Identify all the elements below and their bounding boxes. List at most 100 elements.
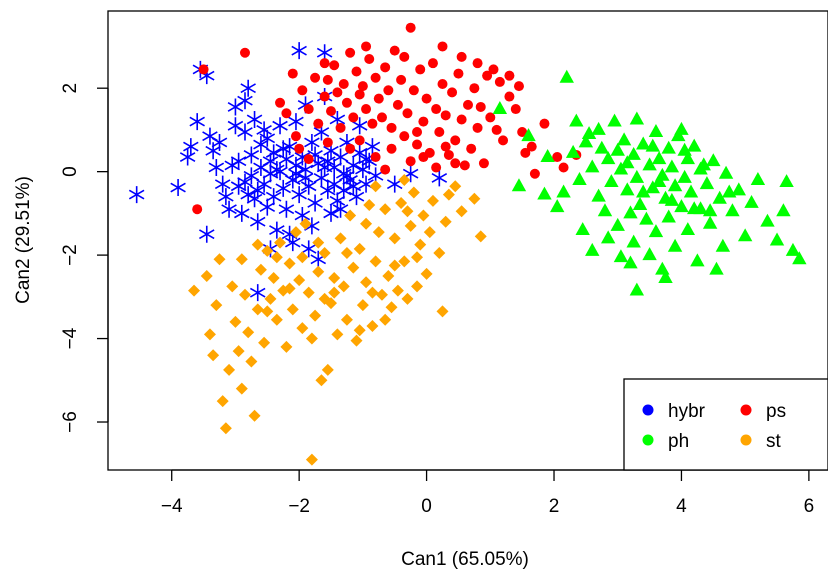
data-point-ps [482,70,493,81]
data-point-ps [472,58,483,69]
data-point-hybr [240,79,256,97]
data-point-ps [399,131,410,142]
data-point-ps [498,135,509,146]
data-point-hybr [249,284,266,302]
data-point-hybr [237,173,253,191]
data-point-ph [722,184,737,198]
data-point-hybr [237,92,253,110]
data-point-hybr [297,169,314,187]
data-point-st [347,261,360,274]
data-point-st [388,259,401,272]
data-point-ps [313,118,324,129]
data-point-ps [440,110,451,121]
data-point-hybr [313,169,330,187]
data-point-ps [504,70,515,81]
data-point-st [328,286,341,299]
data-point-ph [642,247,657,261]
data-point-ps [529,168,540,179]
data-point-hybr [249,181,266,199]
data-point-st [411,280,424,293]
x-axis-title: Can1 (65.05%) [401,549,529,570]
data-point-st [203,328,216,341]
data-point-st [449,180,462,193]
data-point-hybr [170,179,186,197]
series-hybr [128,42,448,302]
data-point-ph [569,113,584,127]
data-point-hybr [269,221,285,239]
data-point-st [267,272,280,285]
data-point-ph [667,178,683,192]
data-point-ph [779,174,794,188]
data-point-ps [456,51,467,62]
data-point-ph [616,132,632,146]
data-point-ph [626,234,641,248]
data-point-ps [491,124,502,135]
data-point-st [401,292,414,305]
data-point-st [264,292,277,305]
data-point-ps [341,97,352,108]
data-point-ps [338,79,349,90]
data-point-st [305,332,318,345]
data-point-ps [335,122,346,133]
data-point-st [248,409,261,422]
data-point-ps [386,143,397,154]
data-point-hybr [291,42,307,60]
data-point-ph [600,230,616,244]
data-point-st [229,315,242,328]
data-point-ph [559,69,574,83]
data-point-ph [537,186,552,200]
legend-label-ps: ps [766,401,786,422]
data-point-hybr [364,138,381,156]
legend-box [623,378,828,471]
data-point-ps [297,85,308,96]
data-point-st [439,215,452,228]
data-point-ps [348,112,359,123]
data-point-ph [674,199,689,213]
data-point-hybr [351,117,368,135]
y-tick-label: 0 [60,166,81,177]
data-point-st [423,226,436,239]
data-point-ph [725,203,740,217]
data-point-st [372,226,385,239]
data-point-ps [450,135,461,146]
data-point-ps [415,64,426,75]
x-tick-label: 4 [676,496,687,517]
data-point-ps [463,99,473,110]
data-point-st [296,251,309,264]
data-point-ph [737,228,753,242]
data-point-ps [440,141,451,152]
data-point-st [302,286,315,299]
data-point-st [305,453,318,466]
data-point-ph [626,146,641,160]
data-point-ph [642,157,657,171]
data-point-st [293,274,306,287]
data-point-ps [437,79,448,90]
data-point-ph [706,153,721,167]
y-tick-label: −4 [60,327,81,349]
data-point-st [200,269,213,282]
data-point-ps [319,58,330,69]
data-point-ps [469,83,480,94]
data-point-hybr [189,113,205,131]
data-point-st [353,324,366,337]
data-point-st [401,205,414,218]
data-point-ps [303,154,314,165]
data-point-ps [421,93,432,104]
data-point-hybr [278,200,295,218]
data-point-ps [351,66,362,77]
data-point-ps [294,143,305,154]
data-point-hybr [272,117,288,135]
data-point-st [344,209,357,222]
data-point-ps [517,127,528,138]
data-point-st [360,217,373,230]
data-point-ph [607,113,622,127]
legend: hybr ps ph st [623,378,828,471]
data-point-st [436,305,449,318]
data-point-st [261,305,274,318]
x-tick-label: −4 [161,496,183,517]
data-point-st [312,236,325,249]
data-point-hybr [345,177,362,195]
data-point-ps [361,104,372,115]
data-point-hybr [234,204,250,222]
